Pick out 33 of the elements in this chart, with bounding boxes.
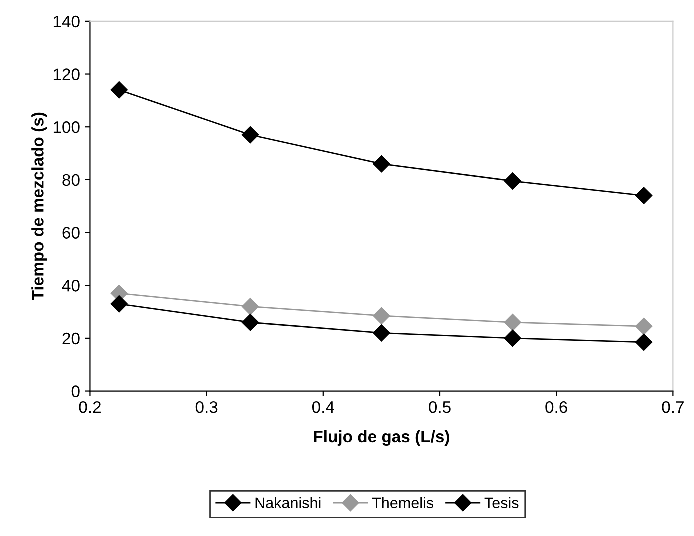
y-tick-label: 140 [54,16,80,28]
x-tick-label: 0.6 [546,401,568,414]
point [635,334,653,351]
y-tick-label: 60 [62,227,80,239]
point [242,126,260,144]
y-tick-label: 40 [62,280,80,292]
point [110,82,128,99]
point [504,314,522,332]
x-tick-label: 0.7 [662,401,684,414]
x-axis-title: Flujo de gas (L/s) [314,430,450,446]
point [242,314,260,332]
point [373,324,390,342]
y-tick-label: 100 [54,122,80,134]
legend-label: Tesis [484,497,519,509]
point [504,330,522,347]
y-tick-label: 120 [54,68,80,80]
point [504,172,522,190]
legend-label: Nakanishi [256,497,321,509]
x-tick-label: 0.3 [196,401,218,414]
point [635,187,653,204]
x-tick-label: 0.5 [429,401,451,414]
y-tick-label: 20 [62,332,80,345]
point [373,156,390,173]
x-tick-label: 0.4 [312,401,334,414]
point [242,298,260,316]
y-tick-label: 0 [72,386,80,398]
legend-label: Themelis [372,497,434,509]
x-tick-label: 0.2 [79,401,101,414]
y-axis-title: Tiempo de mezclado (s) [32,112,48,300]
point [635,318,653,336]
y-tick-label: 80 [62,174,80,186]
point [373,307,390,325]
point [110,296,128,313]
